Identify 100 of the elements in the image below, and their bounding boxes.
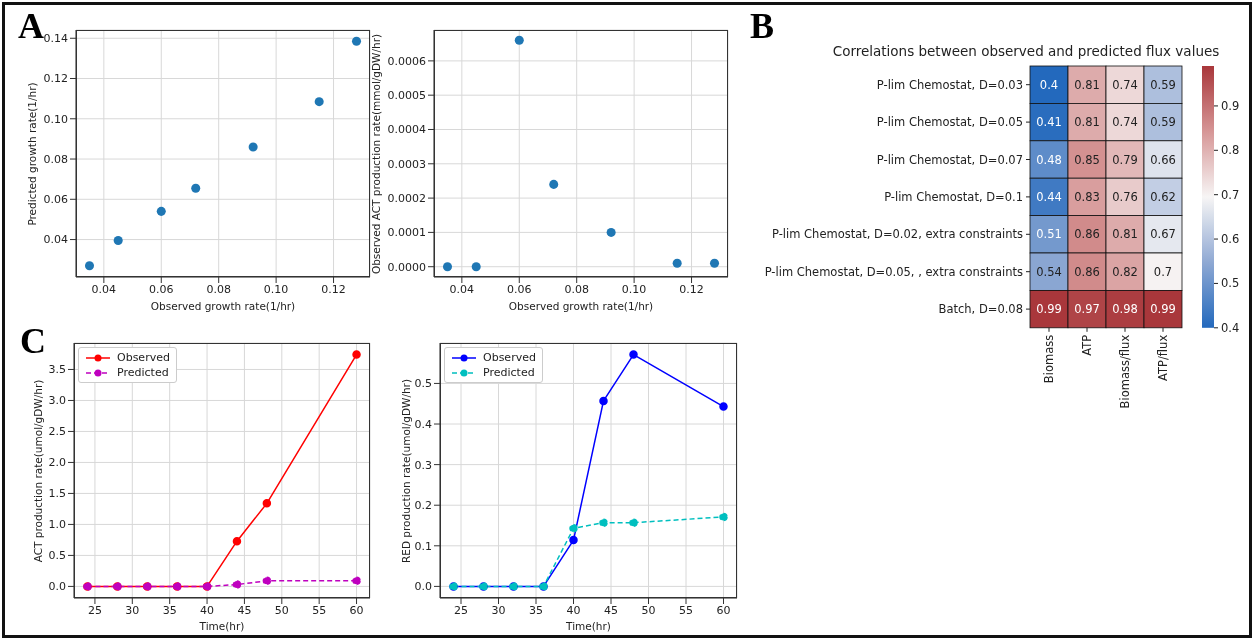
chart-title: Correlations between observed and predicted flux values [832, 43, 1220, 59]
y-tick-label: 0.04 [43, 233, 68, 247]
x-tick-label: 50 [274, 603, 289, 617]
y-tick-label: 3.5 [48, 363, 66, 377]
y-tick-label: 3.0 [48, 394, 66, 408]
data-label: 0.48 [1036, 152, 1062, 167]
y-tick-label: 0.0006 [387, 54, 426, 68]
x-tick-label: 0.12 [679, 282, 704, 296]
x-tick-label: 25 [454, 603, 468, 617]
text: C [20, 321, 46, 361]
y-axis-title: ACT production rate(umol/gDW/hr) [31, 379, 45, 562]
data-label: 0.59 [1150, 77, 1176, 92]
text: A [18, 6, 44, 46]
x-tick-label: 60 [349, 603, 364, 617]
x-tick-label: 45 [604, 603, 618, 617]
x-tick-label: 0.08 [206, 282, 231, 296]
y-tick-label: 0.06 [43, 193, 68, 207]
y-tick-label: 0.4 [414, 417, 432, 431]
data-label: 0.81 [1074, 77, 1100, 92]
x-tick-label: 0.08 [564, 282, 589, 296]
x-tick-label: Biomass/flux [1118, 334, 1132, 409]
x-axis-title: Time(hr) [199, 620, 245, 633]
y-tick-label: 0.0002 [387, 192, 426, 205]
y-tick-label: 0.0003 [387, 157, 426, 171]
x-axis-title: Observed growth rate(1/hr) [150, 300, 296, 313]
legend-label: Observed [117, 350, 170, 365]
data-label: 0.54 [1036, 264, 1062, 279]
data-label: 0.67 [1150, 227, 1176, 242]
x-tick-label: 60 [716, 603, 731, 617]
color-bar-label: 0.7 [1221, 187, 1240, 202]
data-label: 0.85 [1074, 152, 1100, 167]
y-tick-label: 0.2 [414, 499, 432, 513]
y-tick-label: P-lim Chemostat, D=0.07 [876, 152, 1023, 167]
legend-label: Predicted [117, 365, 169, 380]
data-label: 0.81 [1112, 227, 1138, 242]
color-bar-label: 0.4 [1221, 320, 1240, 335]
x-tick-label: 0.04 [91, 282, 117, 296]
x-tick-label: Biomass [1042, 334, 1056, 384]
x-tick-label: 30 [491, 603, 506, 617]
x-tick-label: 0.06 [149, 282, 174, 296]
y-tick-label: P-lim Chemostat, D=0.03 [876, 77, 1023, 92]
y-tick-label: P-lim Chemostat, D=0.05, , extra constraints [764, 264, 1023, 279]
y-tick-label: 0.0 [48, 580, 66, 594]
x-tick-label: 40 [200, 603, 215, 617]
x-tick-label: 35 [162, 603, 177, 617]
x-tick-label: 55 [679, 603, 693, 617]
color-bar-label: 0.9 [1221, 98, 1240, 113]
data-label: 0.86 [1074, 264, 1100, 279]
x-tick-label: 35 [529, 603, 543, 617]
y-tick-label: 1.0 [48, 518, 66, 532]
x-tick-label: ATP [1080, 334, 1094, 356]
y-tick-label: 0.1 [414, 539, 432, 553]
y-axis-title: RED production rate(umol/gDW/hr) [399, 378, 413, 563]
x-tick-label: 0.06 [507, 282, 532, 296]
y-tick-label: Batch, D=0.08 [938, 302, 1023, 317]
color-bar-label: 0.8 [1221, 143, 1240, 158]
y-tick-label: 0.0 [414, 580, 432, 594]
y-tick-label: 0.3 [414, 458, 432, 472]
y-axis-title: Predicted growth rate(1/hr) [25, 81, 39, 226]
x-axis-title: Time(hr) [566, 620, 611, 633]
y-tick-label: P-lim Chemostat, D=0.05 [876, 115, 1023, 130]
x-tick-label: 25 [87, 603, 102, 617]
y-tick-label: 1.5 [48, 487, 66, 501]
data-label: 0.86 [1074, 227, 1100, 242]
data-label: 0.62 [1150, 189, 1176, 204]
data-label: 0.7 [1153, 264, 1173, 279]
y-tick-label: P-lim Chemostat, D=0.02, extra constraints [771, 227, 1024, 242]
y-tick-label: 0.08 [43, 152, 68, 166]
legend-label: Observed [483, 350, 536, 365]
y-tick-label: 0.0004 [387, 123, 426, 137]
data-label: 0.81 [1074, 115, 1100, 130]
x-tick-label: 0.10 [621, 282, 647, 296]
data-label: 0.99 [1036, 302, 1062, 317]
color-bar-label: 0.6 [1221, 232, 1240, 247]
y-tick-label: 0.5 [48, 549, 66, 563]
y-tick-label: P-lim Chemostat, D=0.1 [884, 189, 1023, 204]
x-tick-label: 0.04 [449, 282, 475, 296]
y-tick-label: 0.0005 [387, 89, 426, 103]
y-axis-title: Observed ACT production rate(mmol/gDW/hr) [369, 33, 383, 274]
y-tick-label: 2.0 [48, 456, 66, 470]
x-axis-title: Observed growth rate(1/hr) [508, 300, 654, 313]
y-tick-label: 0.5 [414, 377, 432, 391]
data-label: 0.99 [1150, 302, 1176, 317]
data-label: 0.76 [1112, 189, 1138, 204]
y-tick-label: 0.10 [43, 112, 68, 126]
data-label: 0.74 [1112, 115, 1138, 130]
data-label: 0.59 [1150, 115, 1176, 130]
y-tick-label: 2.5 [48, 425, 66, 439]
data-label: 0.82 [1112, 264, 1138, 279]
x-tick-label: 30 [125, 603, 140, 617]
x-tick-label: ATP/flux [1156, 334, 1170, 381]
x-tick-label: 40 [566, 603, 581, 617]
color-bar-label: 0.5 [1221, 276, 1240, 291]
data-label: 0.98 [1112, 302, 1138, 317]
data-label: 0.66 [1150, 152, 1176, 167]
x-tick-label: 0.10 [263, 282, 289, 296]
data-label: 0.83 [1074, 189, 1100, 204]
data-label: 0.79 [1112, 152, 1138, 167]
x-tick-label: 45 [237, 603, 252, 617]
y-tick-label: 0.14 [43, 32, 68, 46]
